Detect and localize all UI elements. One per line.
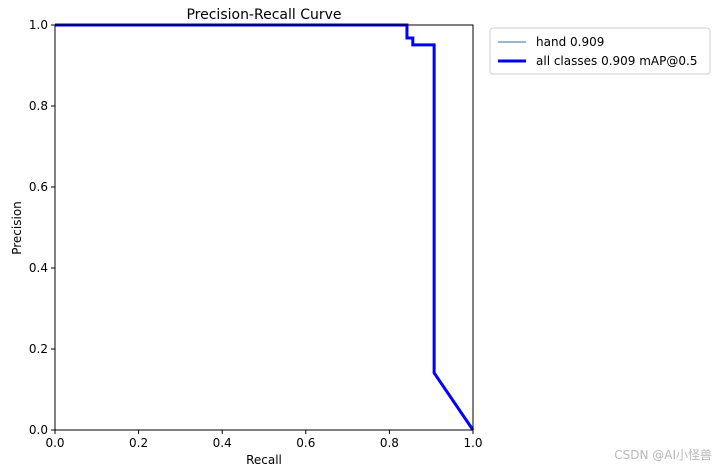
y-axis-label: Precision bbox=[10, 201, 24, 255]
x-tick-label: 0.4 bbox=[213, 436, 232, 450]
legend-label: hand 0.909 bbox=[536, 35, 604, 49]
y-tick-label: 0.2 bbox=[29, 342, 48, 356]
legend-label: all classes 0.909 mAP@0.5 bbox=[536, 54, 697, 68]
chart-title: Precision-Recall Curve bbox=[186, 7, 341, 23]
series-line-0 bbox=[55, 24, 474, 431]
plot-frame bbox=[54, 24, 474, 431]
x-tick-label: 0.6 bbox=[296, 436, 315, 450]
series-line-1 bbox=[55, 23, 475, 431]
x-tick-label: 0.0 bbox=[45, 436, 64, 450]
watermark: CSDN @AI小怪兽 bbox=[614, 448, 712, 462]
x-tick-label: 0.2 bbox=[129, 436, 148, 450]
legend-box bbox=[489, 27, 711, 75]
y-tick-label: 0.8 bbox=[29, 99, 48, 113]
y-tick-label: 1.0 bbox=[29, 18, 48, 32]
x-tick-label: 1.0 bbox=[463, 436, 482, 450]
x-axis-label: Recall bbox=[246, 453, 282, 467]
legend: hand 0.909 all classes 0.909 mAP@0.5 bbox=[489, 27, 711, 75]
x-tick-label: 0.8 bbox=[380, 436, 399, 450]
y-tick-label: 0.0 bbox=[29, 423, 48, 437]
y-tick-label: 0.6 bbox=[29, 180, 48, 194]
y-tick-label: 0.4 bbox=[29, 261, 48, 275]
